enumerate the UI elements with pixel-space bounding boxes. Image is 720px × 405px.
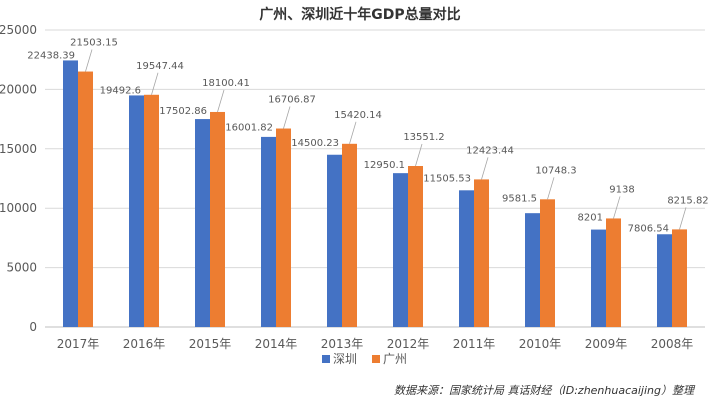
leader-line <box>283 106 291 129</box>
data-label: 7806.54 <box>628 223 669 234</box>
bar-广州-2012年 <box>408 166 423 327</box>
bar-深圳-2017年 <box>63 60 78 328</box>
bar-广州-2010年 <box>540 199 555 327</box>
bar-深圳-2010年 <box>525 213 540 327</box>
bar-深圳-2016年 <box>129 95 144 327</box>
bar-深圳-2012年 <box>393 173 408 327</box>
chart-title: 广州、深圳近十年GDP总量对比 <box>259 7 461 23</box>
bar-深圳-2008年 <box>657 234 672 327</box>
x-tick-label: 2017年 <box>57 337 100 351</box>
legend-label: 广州 <box>383 352 407 366</box>
leader-line <box>679 207 687 230</box>
x-tick-label: 2009年 <box>585 337 628 351</box>
x-tick-label: 2011年 <box>453 337 496 351</box>
data-label: 8215.82 <box>667 195 708 206</box>
leader-line <box>547 177 555 200</box>
bar-广州-2009年 <box>606 218 621 327</box>
leader-line <box>415 143 423 167</box>
legend-swatch <box>372 355 380 363</box>
data-label: 22438.39 <box>27 50 75 61</box>
source-note: 数据来源：国家统计局 真话财经（ID:zhenhuacaijing）整理 <box>394 384 694 397</box>
leader-line <box>481 157 489 180</box>
bar-广州-2015年 <box>210 111 225 327</box>
data-label: 11505.53 <box>423 173 471 184</box>
x-tick-label: 2015年 <box>189 337 232 351</box>
legend-swatch <box>322 355 330 363</box>
bar-深圳-2011年 <box>459 190 474 327</box>
data-label: 18100.41 <box>202 78 250 89</box>
data-label: 8201 <box>578 212 603 223</box>
x-tick-label: 2016年 <box>123 337 166 351</box>
bar-广州-2017年 <box>78 71 93 328</box>
bar-广州-2016年 <box>144 94 159 327</box>
x-tick-label: 2008年 <box>651 337 694 351</box>
data-label: 16001.82 <box>225 123 273 134</box>
data-label: 12950.1 <box>364 160 405 171</box>
data-label: 9581.5 <box>502 193 537 204</box>
data-label: 9138 <box>609 184 634 195</box>
y-tick-label: 25000 <box>0 23 37 37</box>
bar-广州-2011年 <box>474 179 489 327</box>
leader-line <box>151 72 159 95</box>
leader-line <box>613 196 621 219</box>
data-label: 10748.3 <box>535 165 576 176</box>
leader-line <box>217 89 225 113</box>
data-label: 19492.6 <box>100 85 141 96</box>
leader-line <box>349 121 357 144</box>
data-label: 19547.44 <box>136 61 184 72</box>
data-label: 21503.15 <box>70 38 118 49</box>
y-tick-label: 10000 <box>0 201 37 215</box>
data-label: 12423.44 <box>466 145 514 156</box>
data-label: 13551.2 <box>403 132 444 143</box>
x-tick-label: 2014年 <box>255 337 298 351</box>
bar-广州-2008年 <box>672 229 687 327</box>
bar-深圳-2013年 <box>327 154 342 327</box>
y-tick-label: 5000 <box>6 261 37 275</box>
y-tick-label: 0 <box>29 320 37 334</box>
bar-广州-2014年 <box>276 128 291 327</box>
bar-深圳-2009年 <box>591 229 606 327</box>
bar-深圳-2014年 <box>261 136 276 327</box>
data-label: 14500.23 <box>291 138 339 149</box>
x-tick-label: 2010年 <box>519 337 562 351</box>
data-label: 16706.87 <box>268 95 316 106</box>
y-tick-label: 20000 <box>0 82 37 96</box>
data-label: 15420.14 <box>334 110 382 121</box>
x-tick-label: 2013年 <box>321 337 364 351</box>
bar-广州-2013年 <box>342 143 357 327</box>
x-tick-label: 2012年 <box>387 337 430 351</box>
y-tick-label: 15000 <box>0 142 37 156</box>
data-label: 17502.86 <box>159 106 207 117</box>
bar-深圳-2015年 <box>195 119 210 327</box>
legend-label: 深圳 <box>333 352 357 366</box>
leader-line <box>85 49 93 72</box>
